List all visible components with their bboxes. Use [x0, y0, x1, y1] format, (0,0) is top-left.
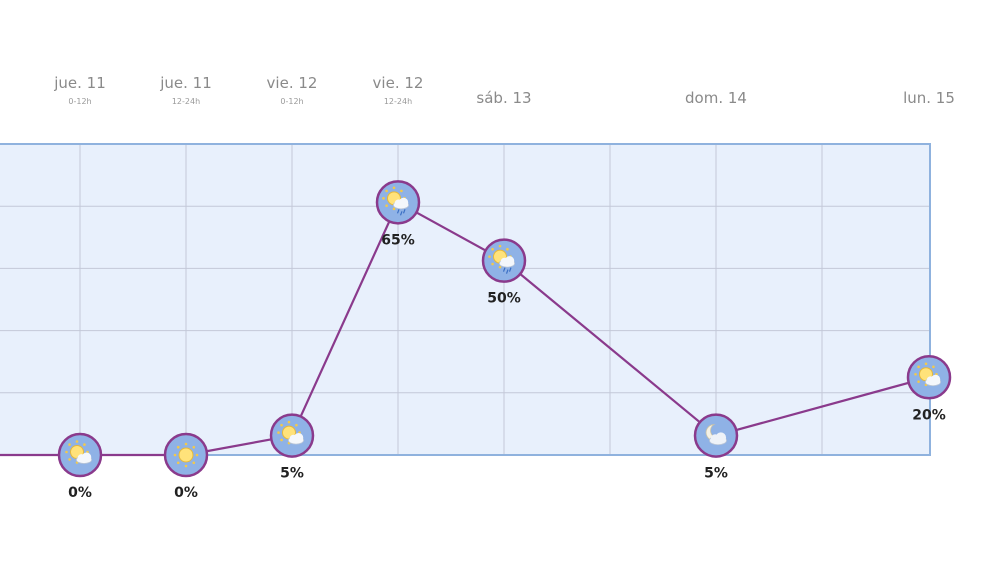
x-tick-label: lun. 15 — [903, 89, 955, 107]
data-label: 50% — [487, 291, 521, 307]
plot-border — [0, 143, 931, 456]
data-label: 20% — [912, 407, 946, 423]
x-tick-sublabel: 12-24h — [384, 97, 412, 106]
x-tick-sublabel: 0-12h — [68, 97, 91, 106]
x-tick-label: sáb. 13 — [476, 89, 531, 107]
x-tick-label: vie. 12 — [267, 74, 318, 92]
sun-cloud-rain-icon — [382, 186, 410, 216]
x-tick-label: jue. 11 — [53, 74, 106, 92]
sun-cloud-icon — [277, 420, 305, 445]
data-point-marker — [375, 180, 421, 225]
sun-icon — [173, 442, 199, 468]
grid-lines — [0, 144, 930, 455]
x-tick-sublabel: 0-12h — [280, 97, 303, 106]
data-point-marker — [906, 355, 952, 400]
data-point-marker — [693, 413, 739, 458]
sun-cloud-icon — [65, 440, 93, 464]
data-label: 65% — [381, 232, 415, 248]
data-point-marker — [163, 432, 209, 478]
data-label: 5% — [280, 466, 304, 482]
x-tick-label: jue. 11 — [159, 74, 212, 92]
x-tick-label: vie. 12 — [373, 74, 424, 92]
data-point-marker — [269, 413, 315, 458]
data-label: 0% — [68, 485, 92, 501]
plot-area — [0, 144, 930, 455]
data-label: 0% — [174, 485, 198, 501]
data-point-marker — [481, 238, 527, 283]
data-label: 5% — [704, 466, 728, 482]
cloud-moon-icon — [705, 424, 727, 446]
sun-cloud-icon — [914, 362, 942, 387]
data-point-marker — [57, 432, 103, 478]
x-tick-label: dom. 14 — [685, 89, 747, 107]
x-tick-sublabel: 12-24h — [172, 97, 200, 106]
sun-cloud-rain-icon — [488, 244, 516, 274]
